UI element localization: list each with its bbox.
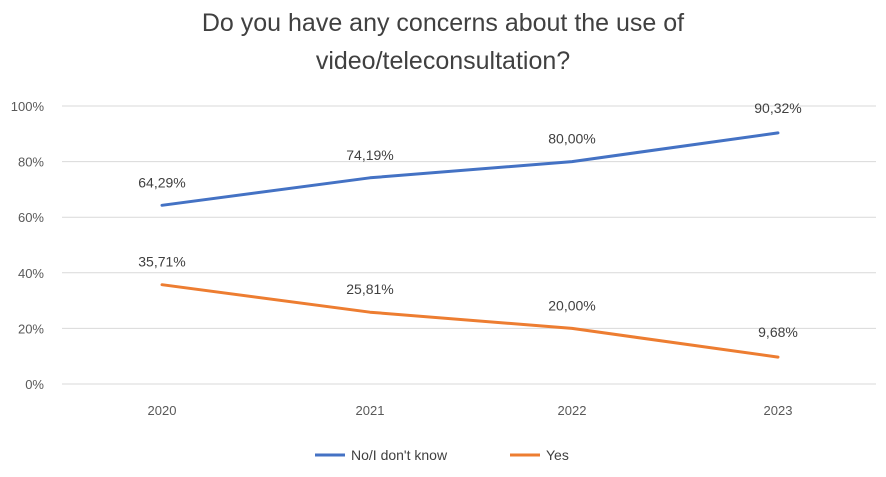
y-tick-label: 0% [25, 377, 44, 392]
data-label: 80,00% [548, 131, 595, 147]
series-line-no-i-dont-know [160, 131, 780, 207]
y-tick-label: 100% [11, 99, 45, 114]
data-label: 25,81% [346, 281, 393, 297]
chart-title: Do you have any concerns about the use o… [0, 4, 886, 80]
series-lines [160, 131, 780, 359]
data-label: 90,32% [754, 100, 801, 116]
data-label: 35,71% [138, 254, 185, 270]
data-label: 9,68% [758, 324, 798, 340]
gridlines [62, 105, 876, 385]
y-tick-label: 40% [18, 266, 44, 281]
data-label: 64,29% [138, 174, 185, 190]
x-tick-label: 2023 [764, 403, 793, 418]
legend-label: No/I don't know [351, 447, 448, 463]
legend-label: Yes [546, 447, 569, 463]
legend: No/I don't know Yes [315, 447, 569, 463]
data-label: 74,19% [346, 147, 393, 163]
y-tick-label: 60% [18, 210, 44, 225]
x-axis-ticks: 2020 2021 2022 2023 [148, 403, 793, 418]
y-axis-ticks: 0% 20% 40% 60% 80% 100% [11, 99, 45, 392]
data-labels: 64,29% 74,19% 80,00% 90,32% 35,71% 25,81% 20,0… [138, 100, 801, 340]
x-tick-label: 2022 [558, 403, 587, 418]
series-line-yes [160, 283, 780, 359]
data-label: 20,00% [548, 297, 595, 313]
chart-title-line-2: video/teleconsultation? [315, 47, 571, 75]
y-tick-label: 80% [18, 155, 44, 170]
x-tick-label: 2021 [356, 403, 385, 418]
y-tick-label: 20% [18, 321, 44, 336]
chart-title-line-1: Do you have any concerns about the use o… [201, 9, 685, 37]
x-tick-label: 2020 [148, 403, 177, 418]
